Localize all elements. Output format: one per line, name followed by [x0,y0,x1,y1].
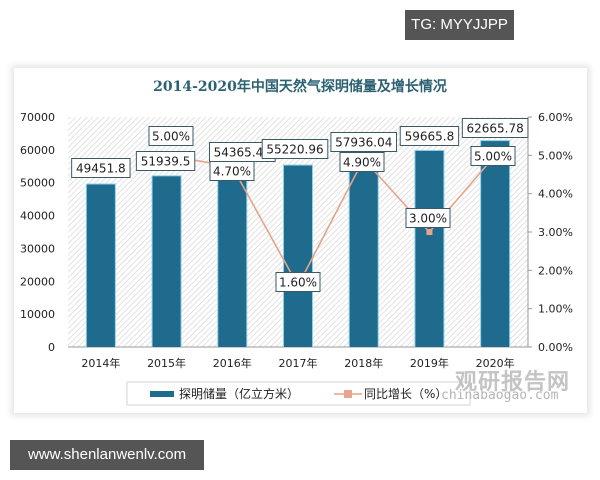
line-data-labels: 5.00% 4.70% 1.60% 4.90% 3.00% 5.00% [148,126,516,292]
x-axis: 2014年 2015年 2016年 2017年 2018年 2019年 2020年 [81,356,514,370]
line-value-label: 1.60% [275,272,321,292]
svg-text:62665.78: 62665.78 [467,122,524,136]
x-tick-label: 2018年 [344,356,383,370]
left-tick-label: 60000 [20,144,55,157]
bar-value-label: 54365.46 [208,142,276,162]
svg-text:4.90%: 4.90% [343,156,381,170]
bar-series [85,140,511,347]
svg-text:同比增长（%）: 同比增长（%） [364,387,447,401]
x-tick-label: 2016年 [213,356,252,370]
left-y-axis: 70000 60000 50000 40000 30000 20000 10000 0 [20,111,55,354]
x-tick-label: 2019年 [410,356,449,370]
bar [349,156,378,347]
bar-value-label: 59665.8 [399,126,460,146]
x-tick-label: 2015年 [147,356,186,370]
svg-text:5.00%: 5.00% [152,130,190,144]
right-tick-label: 3.00% [538,226,573,239]
svg-text:探明储量（亿立方米）: 探明储量（亿立方米） [179,386,299,401]
bar-value-label: 57936.04 [330,132,398,152]
right-y-axis: 6.00% 5.00% 4.00% 3.00% 2.00% 1.00% 0.00% [527,111,573,354]
left-tick-label: 0 [48,341,55,354]
line-value-label: 4.70% [209,161,255,181]
left-tick-label: 70000 [20,111,55,124]
left-tick-label: 10000 [20,308,55,321]
right-tick-label: 2.00% [538,264,573,277]
svg-text:59665.8: 59665.8 [405,130,455,144]
right-tick-label: 0.00% [538,341,573,354]
svg-text:57936.04: 57936.04 [335,136,392,150]
left-tick-label: 40000 [20,210,55,223]
x-tick-label: 2014年 [81,356,120,370]
svg-text:4.70%: 4.70% [213,165,251,179]
bar [415,150,444,347]
svg-text:51939.5: 51939.5 [141,155,191,169]
legend-item-growth: 同比增长（%） [334,387,447,401]
legend: 探明储量（亿立方米） 同比增长（%） [126,381,471,406]
left-tick-label: 20000 [20,275,55,288]
legend-bar-swatch [150,391,174,397]
bar [284,165,312,347]
line-value-label: 3.00% [405,208,451,228]
telegram-badge: TG: MYYJJPP [405,10,514,40]
line-value-label: 5.00% [148,126,194,146]
svg-text:1.60%: 1.60% [279,276,317,290]
bar [86,184,115,347]
watermark-cn: 观研报告网 [455,370,571,395]
legend-item-reserves: 探明储量（亿立方米） [150,386,299,401]
left-tick-label: 30000 [20,242,55,255]
x-tick-label: 2020年 [476,356,515,370]
left-tick-label: 50000 [20,177,55,190]
right-tick-label: 6.00% [538,111,573,124]
svg-text:55220.96: 55220.96 [266,143,323,157]
right-tick-label: 4.00% [538,188,573,201]
bar [152,176,181,347]
svg-text:3.00%: 3.00% [409,212,447,226]
x-tick-label: 2017年 [279,356,318,370]
right-tick-label: 5.00% [538,149,573,162]
bar-value-label: 55220.96 [261,139,329,159]
website-badge: www.shenlanwenlv.com [10,440,204,470]
watermark-en: chinabaogao.com [441,388,559,403]
bar-value-label: 51939.5 [135,151,196,171]
bar [218,168,247,347]
bar-value-label: 62665.78 [461,118,529,138]
bar [481,141,510,347]
svg-text:5.00%: 5.00% [474,150,512,164]
svg-text:54365.46: 54365.46 [214,146,271,160]
line-value-label: 4.90% [339,152,385,172]
legend-line-swatch [344,390,352,398]
svg-text:49451.8: 49451.8 [76,162,126,176]
line-marker [426,229,433,235]
chart-title: 2014-2020年中国天然气探明储量及增长情况 [153,79,447,95]
bar-value-label: 49451.8 [71,158,131,178]
line-value-label: 5.00% [470,146,516,166]
right-tick-label: 1.00% [538,303,573,316]
